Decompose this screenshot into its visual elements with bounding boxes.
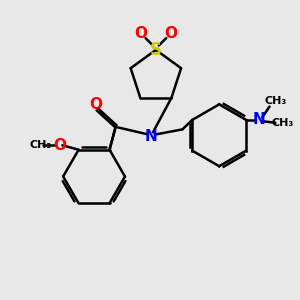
Text: CH₃: CH₃	[264, 96, 286, 106]
Text: N: N	[253, 112, 266, 127]
Text: N: N	[145, 129, 158, 144]
Text: CH₃: CH₃	[272, 118, 294, 128]
Text: O: O	[135, 26, 148, 41]
Text: O: O	[164, 26, 177, 41]
Text: CH₃: CH₃	[29, 140, 51, 150]
Text: S: S	[150, 41, 162, 59]
Text: O: O	[53, 138, 66, 153]
Text: O: O	[89, 97, 102, 112]
